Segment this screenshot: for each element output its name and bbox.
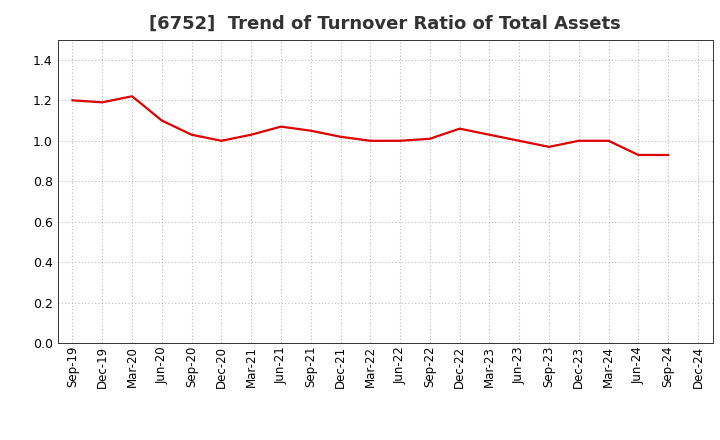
Title: [6752]  Trend of Turnover Ratio of Total Assets: [6752] Trend of Turnover Ratio of Total … bbox=[149, 15, 621, 33]
